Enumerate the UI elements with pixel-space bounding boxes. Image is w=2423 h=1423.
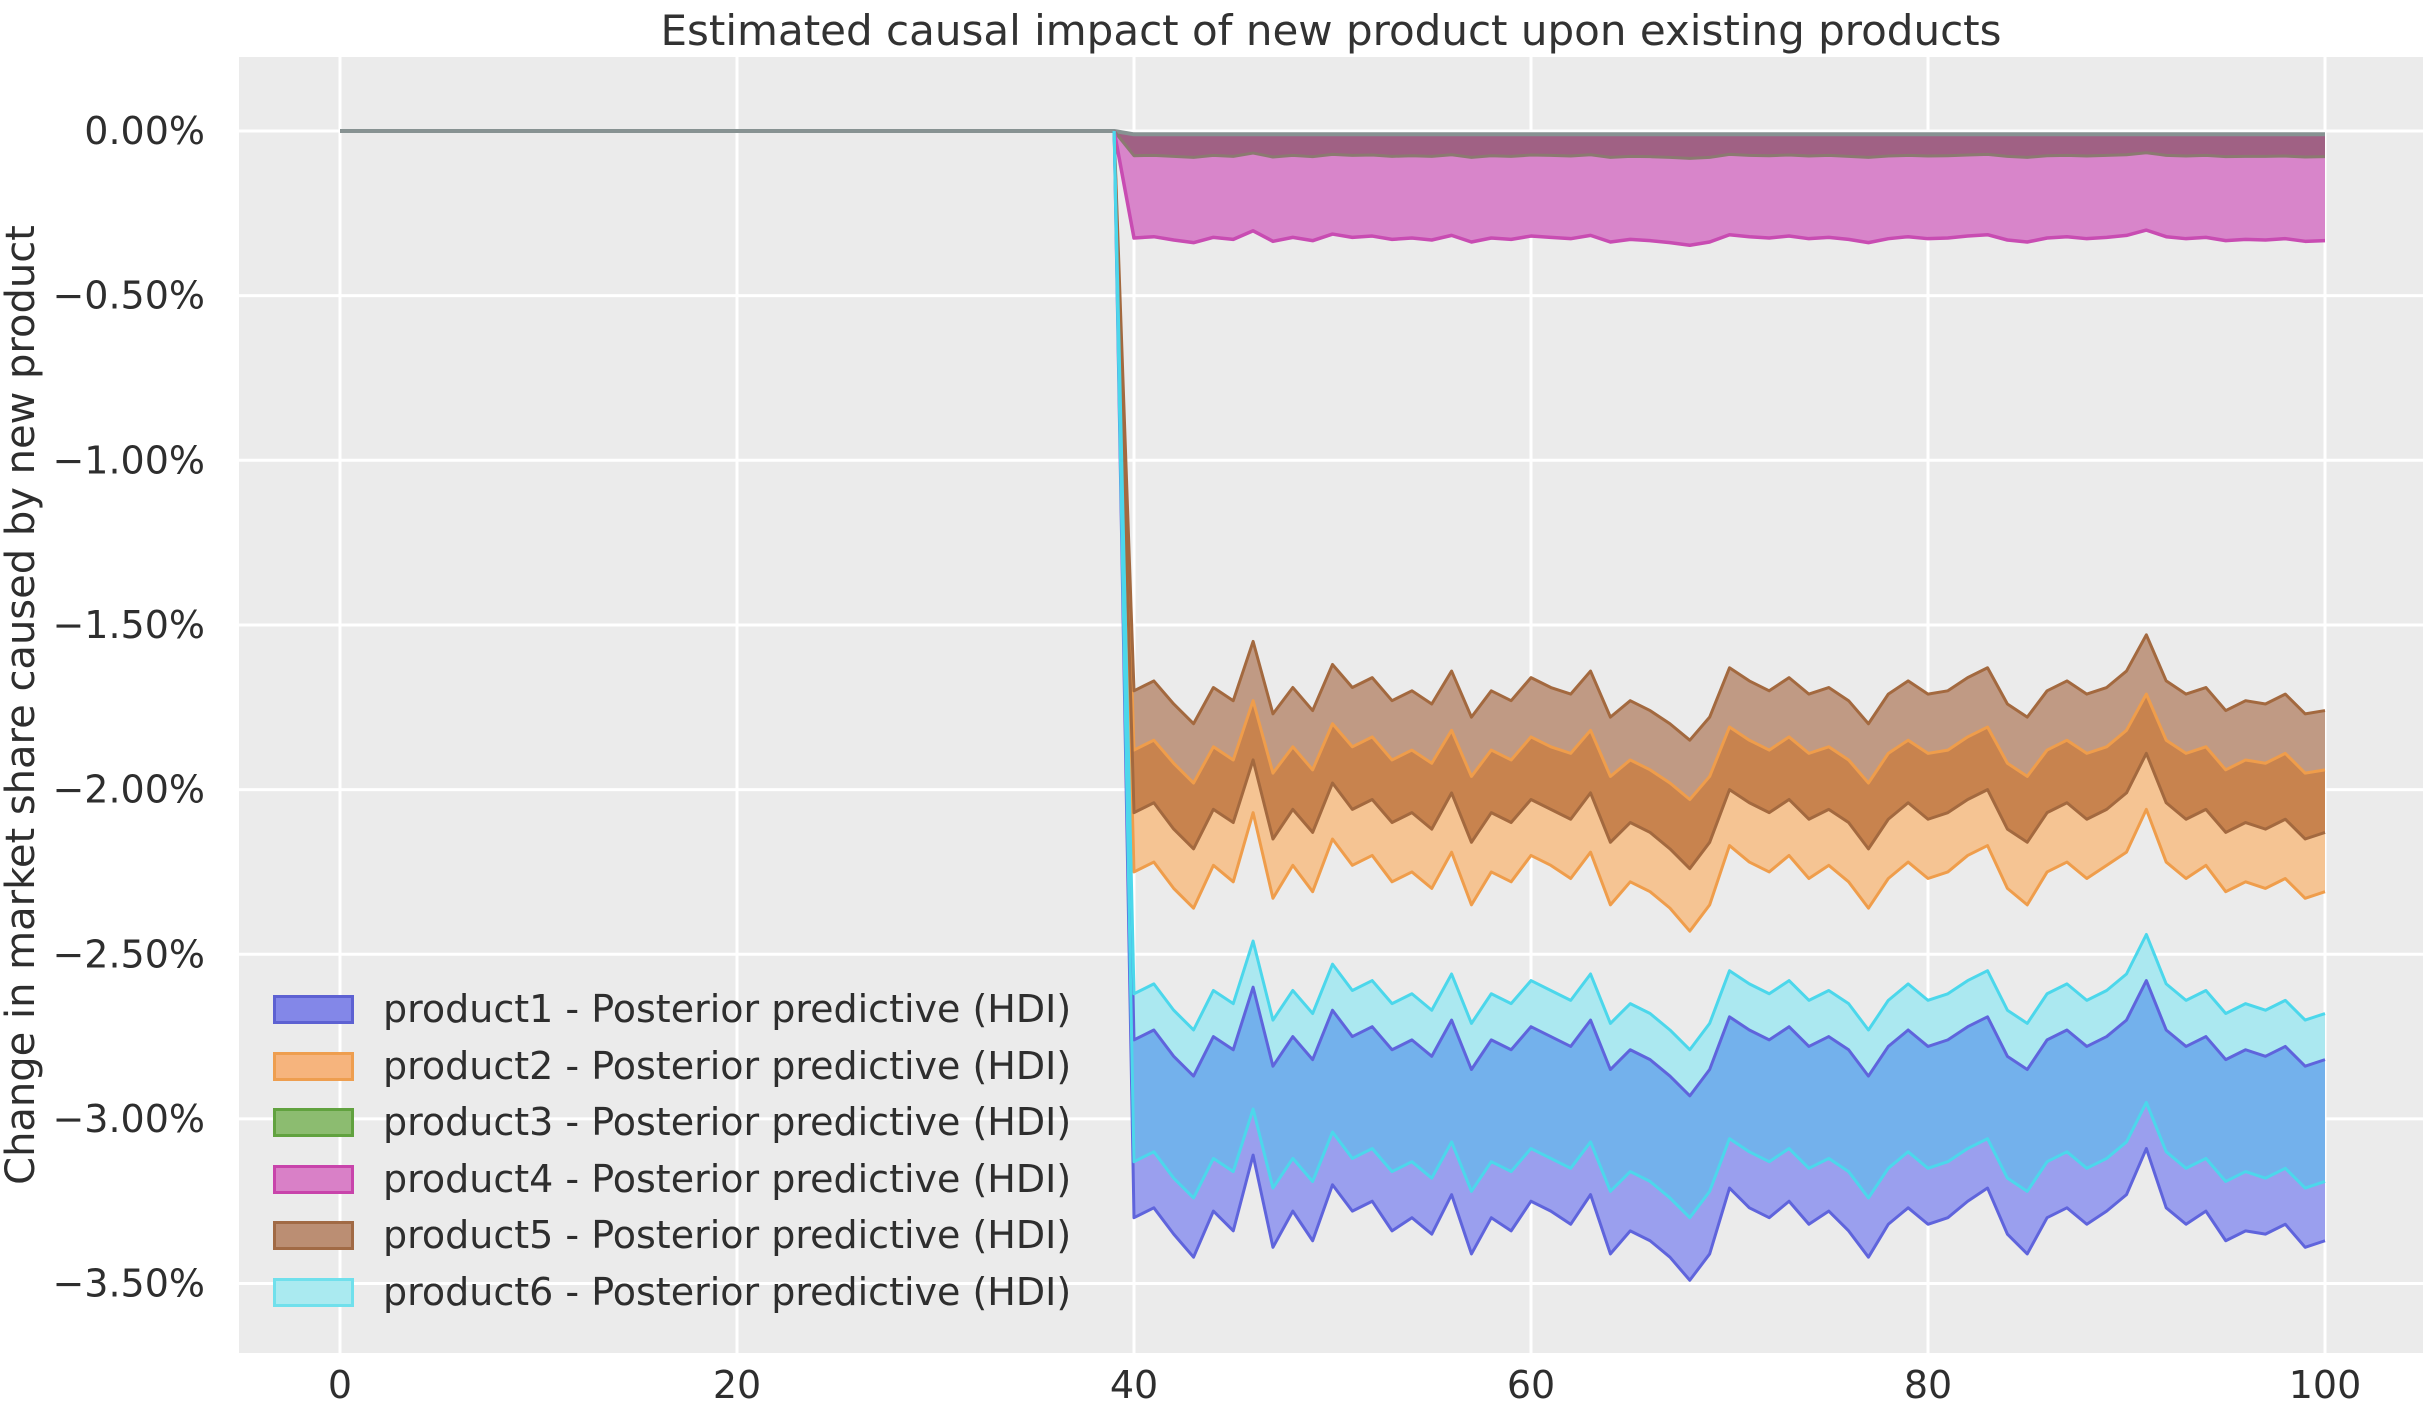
hdi-region-brown-orange-overlap bbox=[1114, 131, 2325, 869]
hdi-region-pink-only bbox=[1114, 131, 2325, 246]
legend-item-product1: product1 - Posterior predictive (HDI) bbox=[273, 987, 1072, 1031]
edge-line-product1-lower bbox=[1112, 130, 2326, 1282]
hdi-region-green-pink-overlap bbox=[1114, 131, 2325, 159]
band-edge-lines bbox=[340, 129, 2326, 1282]
legend-item-product2: product2 - Posterior predictive (HDI) bbox=[273, 1043, 1072, 1088]
x-tick-label-3: 60 bbox=[1507, 1363, 1555, 1407]
legend-swatch-product2 bbox=[273, 1051, 354, 1081]
legend-label-product4: product4 - Posterior predictive (HDI) bbox=[383, 1156, 1072, 1201]
y-tick-label-6: −3.00% bbox=[52, 1097, 205, 1141]
tick-labels: 0 20 40 60 80 100 0.00% −0.50% −1.00% −1.50% −2.00… bbox=[52, 109, 2361, 1407]
y-tick-label-5: −2.50% bbox=[52, 932, 205, 976]
edge-line-product5-upper bbox=[1112, 130, 2326, 742]
edge-line-product2-upper bbox=[1112, 130, 2326, 801]
chart-title: Estimated causal impact of new product u… bbox=[660, 6, 2001, 55]
edge-line-product1-upper bbox=[1112, 130, 2326, 1098]
x-tick-label-5: 100 bbox=[2289, 1363, 2362, 1407]
edge-line-product4-lower bbox=[1112, 130, 2326, 248]
legend-item-product4: product4 - Posterior predictive (HDI) bbox=[273, 1156, 1072, 1201]
edge-line-product6-lower bbox=[1112, 130, 2326, 1220]
edge-line-product5-lower bbox=[1112, 130, 2326, 871]
legend-swatch-product5 bbox=[273, 1221, 354, 1250]
legend-swatch-product3 bbox=[273, 1108, 354, 1137]
x-tick-label-1: 20 bbox=[713, 1363, 761, 1407]
legend: product1 - Posterior predictive (HDI) pr… bbox=[273, 987, 1072, 1334]
legend-label-product5: product5 - Posterior predictive (HDI) bbox=[383, 1213, 1072, 1257]
legend-item-product6: product6 - Posterior predictive (HDI) bbox=[273, 1269, 1072, 1314]
hdi-region-cyan-purple-overlap bbox=[1114, 131, 2325, 1218]
legend-item-product3: product3 - Posterior predictive (HDI) bbox=[273, 1100, 1072, 1144]
legend-label-product3: product3 - Posterior predictive (HDI) bbox=[383, 1100, 1072, 1144]
y-tick-label-0: 0.00% bbox=[84, 109, 205, 153]
edge-line-product2-lower bbox=[1112, 130, 2326, 933]
hdi-region-brown-only bbox=[1114, 131, 2325, 800]
x-tick-label-4: 80 bbox=[1904, 1363, 1952, 1407]
legend-swatch-product4 bbox=[273, 1164, 354, 1194]
y-tick-label-3: −1.50% bbox=[52, 603, 205, 647]
legend-label-product6: product6 - Posterior predictive (HDI) bbox=[383, 1269, 1072, 1314]
y-tick-label-7: −3.50% bbox=[52, 1262, 205, 1306]
legend-swatch-product1 bbox=[273, 995, 354, 1024]
legend-label-product1: product1 - Posterior predictive (HDI) bbox=[383, 987, 1072, 1031]
edge-line-product3-lower bbox=[1112, 130, 2326, 160]
legend-item-product5: product5 - Posterior predictive (HDI) bbox=[273, 1213, 1072, 1257]
y-axis-label: Change in market share caused by new pro… bbox=[0, 225, 44, 1185]
y-tick-label-2: −1.00% bbox=[52, 438, 205, 482]
x-tick-label-0: 0 bbox=[328, 1363, 352, 1407]
hdi-bands bbox=[1114, 131, 2325, 1281]
edge-line-product3-upper bbox=[340, 129, 2325, 137]
y-tick-label-1: −0.50% bbox=[52, 274, 205, 318]
edge-line-product6-upper bbox=[1112, 130, 2326, 1052]
hdi-region-orange-only bbox=[1114, 131, 2325, 932]
legend-label-product2: product2 - Posterior predictive (HDI) bbox=[383, 1043, 1072, 1088]
x-tick-label-2: 40 bbox=[1110, 1363, 1158, 1407]
y-tick-label-4: −2.00% bbox=[52, 768, 205, 812]
hdi-region-purple-only bbox=[1114, 131, 2325, 1281]
legend-swatch-product6 bbox=[273, 1277, 354, 1307]
